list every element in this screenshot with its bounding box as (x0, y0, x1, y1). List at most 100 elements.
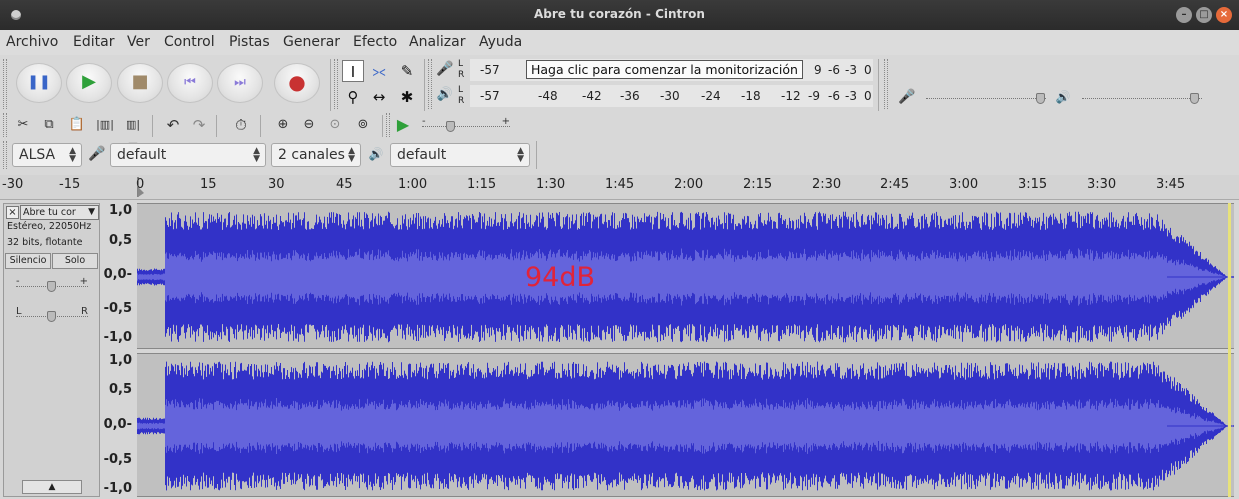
recording-volume-mic-icon: 🎤 (898, 89, 916, 105)
paste-icon[interactable]: 📋 (68, 117, 86, 132)
pan-slider[interactable]: L R (16, 306, 88, 324)
waveform-right-svg (137, 361, 1234, 491)
toolbars: ❚❚ ▶ ■ ⏮ ⏭ ● I ⪥ ✎ ⚲ ↔ ✱ 🎤 L R -57 9 -6 … (0, 55, 1239, 175)
waveform-channel-left[interactable] (137, 203, 1234, 349)
separator (330, 59, 331, 111)
toolbar-grip[interactable] (884, 59, 888, 109)
menu-archivo[interactable]: Archivo (6, 34, 59, 50)
zoom-in-icon[interactable]: ⊕ (277, 117, 289, 132)
play-icon: ▶ (82, 71, 96, 92)
menu-ayuda[interactable]: Ayuda (479, 34, 523, 50)
separator (424, 59, 425, 111)
pause-icon: ❚❚ (27, 74, 51, 90)
playback-meter-channels: L R (458, 85, 465, 106)
playback-volume-slider[interactable] (1082, 90, 1202, 106)
track-bit-depth: 32 bits, flotante (7, 237, 83, 248)
title-bar: Abre tu corazón - Cintron – □ × (0, 0, 1239, 30)
playback-meter-speaker-icon[interactable]: 🔊 (436, 87, 454, 102)
stop-button[interactable]: ■ (117, 63, 163, 103)
menu-efecto[interactable]: Efecto (353, 34, 398, 50)
slider-thumb[interactable] (47, 281, 56, 292)
recording-device-select[interactable]: default ▲ ▼ (110, 143, 266, 167)
skip-start-button[interactable]: ⏮ (167, 63, 213, 103)
menu-ver[interactable]: Ver (127, 34, 150, 50)
gain-slider[interactable]: - + (16, 276, 88, 294)
waveform-rms-path (137, 248, 1234, 306)
selection-tool-icon[interactable]: I (342, 60, 364, 82)
slider-thumb[interactable] (47, 311, 56, 322)
undo-icon[interactable]: ↶ (166, 116, 180, 134)
draw-tool-icon[interactable]: ✎ (400, 62, 414, 80)
separator (260, 115, 261, 137)
audio-host-select[interactable]: ALSA ▲ ▼ (12, 143, 82, 167)
timeshift-tool-icon[interactable]: ↔ (372, 88, 386, 106)
trim-audio-icon[interactable]: |▥| (96, 118, 114, 131)
separator (152, 115, 153, 137)
menu-editar[interactable]: Editar (73, 34, 115, 50)
monitoring-tooltip: Haga clic para comenzar la monitorizació… (526, 60, 803, 79)
fit-selection-icon[interactable]: ⊙ (329, 117, 341, 132)
slider-thumb[interactable] (1190, 93, 1199, 104)
timeline-ruler[interactable]: -30 -15 0 15 30 45 1:00 1:15 1:30 1:45 2… (0, 175, 1239, 200)
fit-project-icon[interactable]: ⊚ (357, 117, 369, 132)
toolbar-grip[interactable] (3, 59, 7, 109)
multi-tool-icon[interactable]: ✱ (400, 88, 414, 106)
playhead-marker-icon[interactable] (136, 177, 144, 197)
slider-thumb[interactable] (446, 121, 455, 132)
menu-analizar[interactable]: Analizar (409, 34, 466, 50)
track-control-panel: × Abre tu cor ▼ Estéreo, 22050Hz 32 bits… (3, 203, 100, 497)
zoom-out-icon[interactable]: ⊖ (303, 117, 315, 132)
toolbar-grip[interactable] (334, 59, 338, 109)
menu-control[interactable]: Control (164, 34, 215, 50)
waveform-left-svg (137, 211, 1234, 343)
toolbar-grip[interactable] (428, 59, 432, 109)
maximize-icon[interactable]: □ (1196, 7, 1212, 23)
playback-device-select[interactable]: default ▲ ▼ (390, 143, 530, 167)
envelope-tool-icon[interactable]: ⪥ (372, 62, 386, 80)
menu-pistas[interactable]: Pistas (229, 34, 270, 50)
sync-lock-icon[interactable]: ⏱ (235, 116, 247, 134)
zoom-tool-icon[interactable]: ⚲ (347, 88, 359, 106)
playback-meter[interactable]: -57 -48 -42 -36 -30 -24 -18 -12 -9 -6 -3… (470, 85, 873, 107)
play-button[interactable]: ▶ (66, 63, 112, 103)
skip-start-icon: ⏮ (184, 75, 196, 90)
silence-audio-icon[interactable]: ▥|▥ (125, 118, 141, 153)
play-at-speed-icon[interactable]: ▶ (396, 115, 410, 134)
spin-arrows-icon: ▲ ▼ (253, 146, 260, 164)
close-icon[interactable]: × (1216, 7, 1232, 23)
waveform-channel-right[interactable] (137, 353, 1234, 497)
minimize-icon[interactable]: – (1176, 7, 1192, 23)
stop-icon: ■ (131, 71, 149, 92)
collapse-track-button[interactable]: ▲ (22, 480, 82, 494)
mute-button[interactable]: Silencio (5, 253, 51, 269)
separator (878, 59, 879, 111)
separator (536, 141, 537, 169)
toolbar-grip[interactable] (386, 113, 390, 137)
pause-button[interactable]: ❚❚ (16, 63, 62, 103)
skip-end-icon: ⏭ (234, 75, 246, 90)
menu-generar[interactable]: Generar (283, 34, 341, 50)
recording-device-mic-icon: 🎤 (88, 146, 106, 162)
record-icon: ● (288, 70, 306, 94)
track-format: Estéreo, 22050Hz (7, 221, 92, 232)
copy-icon[interactable]: ⧉ (44, 117, 54, 132)
waveform-rms-path (137, 398, 1234, 454)
solo-button[interactable]: Solo (52, 253, 98, 269)
play-at-speed-slider[interactable]: - + (422, 116, 510, 134)
cut-icon[interactable]: ✂ (17, 117, 29, 132)
record-meter-mic-icon[interactable]: 🎤 (436, 61, 454, 77)
close-track-icon[interactable]: × (6, 206, 19, 219)
redo-icon[interactable]: ↷ (192, 116, 206, 134)
skip-end-button[interactable]: ⏭ (217, 63, 263, 103)
recording-volume-slider[interactable] (926, 90, 1046, 106)
channel-scale-right: 1,0 0,5 0,0- -0,5 -1,0 (100, 353, 136, 497)
toolbar-grip[interactable] (3, 113, 7, 137)
record-button[interactable]: ● (274, 63, 320, 103)
slider-thumb[interactable] (1036, 93, 1045, 104)
recording-channels-select[interactable]: 2 canales ▲ ▼ (271, 143, 361, 167)
playback-volume-speaker-icon: 🔊 (1055, 90, 1071, 104)
spin-arrows-icon: ▲ ▼ (517, 146, 524, 164)
track-name-menu[interactable]: Abre tu cor ▼ (20, 205, 99, 220)
toolbar-grip[interactable] (3, 141, 7, 169)
app-menu-icon[interactable] (11, 10, 21, 20)
